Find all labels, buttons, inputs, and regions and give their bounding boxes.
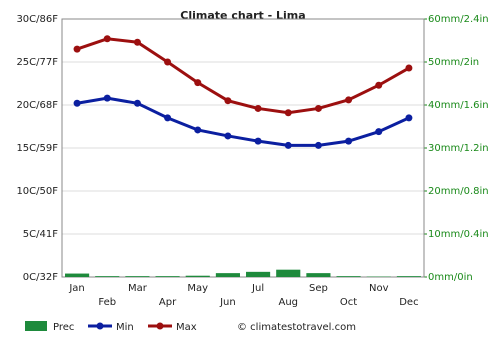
marker	[224, 132, 232, 140]
legend-marker	[156, 322, 164, 330]
marker	[103, 35, 111, 43]
y-tick-label: 15C/59F	[16, 143, 58, 154]
y-tick-label: 0C/32F	[23, 272, 58, 283]
x-tick-label: Jul	[251, 283, 264, 294]
x-tick-label: Feb	[98, 297, 116, 308]
marker	[284, 141, 292, 149]
marker	[164, 58, 172, 66]
x-tick-label: Sep	[309, 283, 328, 294]
marker	[345, 96, 353, 104]
marker	[133, 99, 141, 107]
plot-frame	[61, 18, 425, 278]
marker	[164, 114, 172, 122]
marker	[194, 126, 202, 134]
marker	[375, 128, 383, 136]
marker	[73, 45, 81, 53]
bar	[276, 269, 301, 277]
x-tick-label: Nov	[369, 283, 389, 294]
x-tick-label: Oct	[340, 297, 357, 308]
marker	[405, 114, 413, 122]
marker	[375, 81, 383, 89]
marker	[254, 137, 262, 145]
y2-tick-label: 30mm/1.2in	[428, 143, 489, 154]
legend-label: Max	[176, 322, 197, 333]
legend-marker	[96, 322, 104, 330]
bar	[336, 276, 361, 277]
marker	[314, 104, 322, 112]
marker	[224, 97, 232, 105]
bar	[246, 271, 271, 277]
y2-tick-label: 20mm/0.8in	[428, 186, 489, 197]
legend-label: Min	[116, 322, 134, 333]
marker	[345, 137, 353, 145]
bar	[155, 276, 180, 277]
x-tick-label: Apr	[159, 297, 177, 308]
marker	[73, 99, 81, 107]
bar	[65, 273, 90, 277]
x-tick-label: Aug	[278, 297, 298, 308]
bar	[185, 275, 210, 277]
y2-tick-label: 50mm/2in	[428, 57, 479, 68]
marker	[314, 141, 322, 149]
chart-title: Climate chart - Lima	[180, 9, 305, 22]
bar	[306, 273, 331, 277]
marker	[284, 109, 292, 117]
source: © climatestotravel.com	[237, 322, 356, 333]
y-tick-label: 5C/41F	[23, 229, 58, 240]
y2-tick-label: 0mm/0in	[428, 272, 473, 283]
x-tick-label: May	[187, 283, 208, 294]
y-tick-label: 25C/77F	[16, 57, 58, 68]
marker	[103, 94, 111, 102]
bar	[396, 276, 421, 277]
bar	[125, 276, 150, 277]
bar	[95, 276, 120, 277]
bar	[215, 273, 240, 277]
x-tick-label: Mar	[128, 283, 148, 294]
y-tick-label: 30C/86F	[16, 14, 58, 25]
legend-label: Prec	[53, 322, 74, 333]
line	[76, 96, 410, 147]
y2-tick-label: 40mm/1.6in	[428, 100, 489, 111]
y-tick-label: 10C/50F	[16, 186, 58, 197]
marker	[133, 38, 141, 46]
y2-tick-label: 10mm/0.4in	[428, 229, 489, 240]
marker	[254, 104, 262, 112]
x-tick-label: Jan	[68, 283, 84, 294]
x-tick-label: Dec	[399, 297, 418, 308]
marker	[194, 79, 202, 87]
y2-tick-label: 60mm/2.4in	[428, 14, 489, 25]
x-tick-label: Jun	[219, 297, 236, 308]
marker	[405, 64, 413, 72]
line	[76, 37, 410, 115]
legend-swatch	[25, 321, 47, 331]
y-tick-label: 20C/68F	[16, 100, 58, 111]
